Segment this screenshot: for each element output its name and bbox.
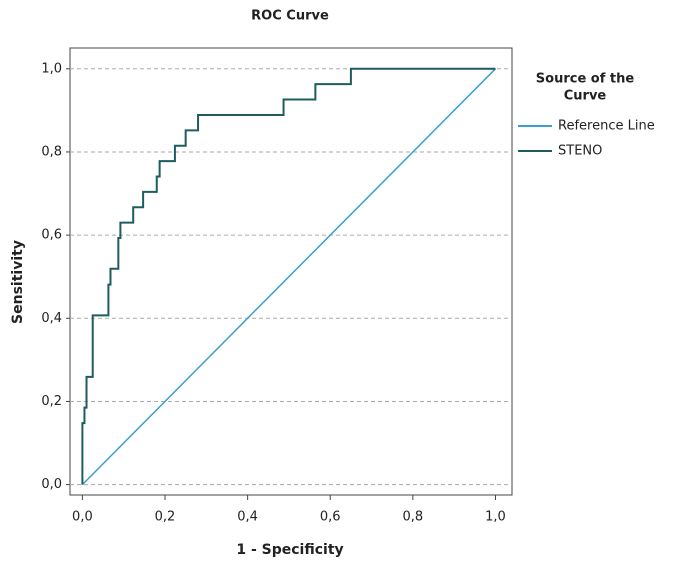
series-line xyxy=(81,68,497,486)
y-tick-label: 0,0 xyxy=(41,477,62,492)
x-tick-label: 1,0 xyxy=(485,510,506,525)
y-tick-label: 0,4 xyxy=(41,311,62,326)
y-axis-label: Sensitivity xyxy=(10,240,26,324)
x-tick-label: 0,8 xyxy=(403,510,424,525)
legend-label: STENO xyxy=(558,144,602,159)
chart-title: ROC Curve xyxy=(251,9,329,24)
x-tick-label: 0,6 xyxy=(320,510,341,525)
x-tick-label: 0,0 xyxy=(72,510,93,525)
x-axis-label: 1 - Specificity xyxy=(236,542,343,558)
series-line xyxy=(81,67,496,485)
y-tick-label: 0,8 xyxy=(41,144,62,159)
y-tick-label: 0,6 xyxy=(41,228,62,243)
legend-title: Source of the xyxy=(536,72,635,87)
legend-title: Curve xyxy=(564,89,607,104)
x-tick-label: 0,2 xyxy=(155,510,176,525)
y-tick-label: 1,0 xyxy=(41,61,62,76)
y-tick-label: 0,2 xyxy=(41,394,62,409)
x-tick-label: 0,4 xyxy=(237,510,258,525)
legend-label: Reference Line xyxy=(558,119,655,134)
plot-frame xyxy=(69,47,513,496)
